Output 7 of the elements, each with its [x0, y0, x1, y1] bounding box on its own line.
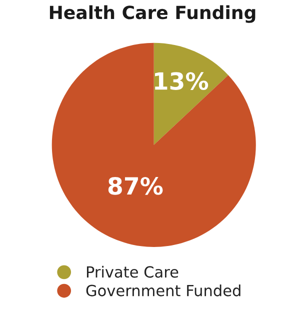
- pie-slice: [154, 42, 228, 145]
- data-label: 13%: [155, 72, 208, 90]
- data-label: 87%: [108, 176, 163, 195]
- pie-slice: [52, 42, 256, 247]
- legend-label: Private Care: [86, 266, 178, 278]
- legend-label: Government Funded: [86, 284, 240, 296]
- chart-title: Health Care Funding: [50, 5, 256, 23]
